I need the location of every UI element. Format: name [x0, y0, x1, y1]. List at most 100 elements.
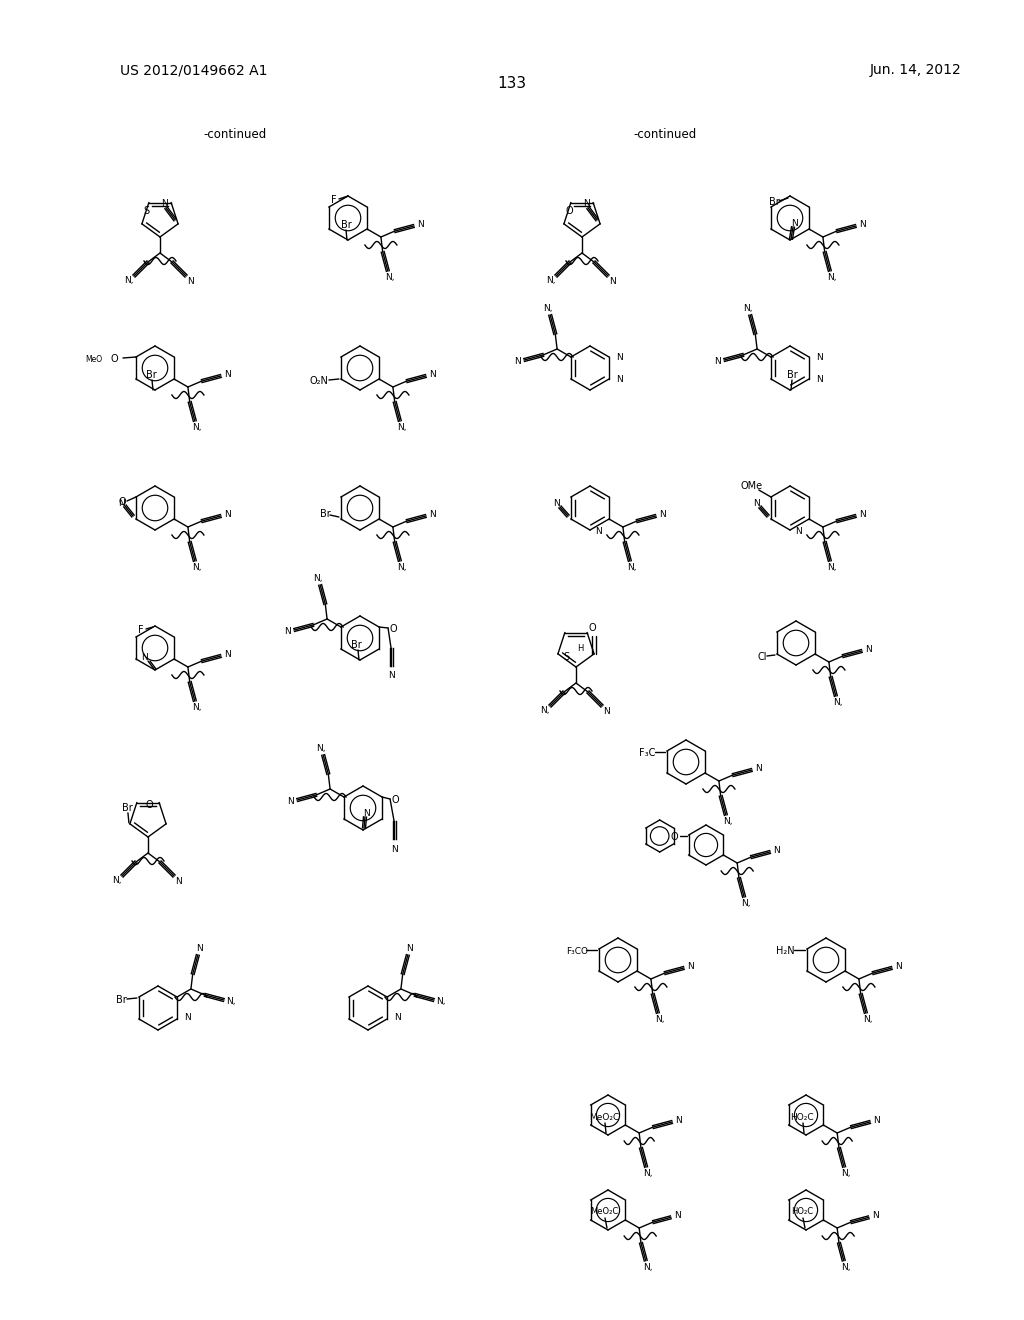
Text: N,: N, — [643, 1170, 652, 1179]
Text: Br: Br — [786, 370, 798, 380]
Text: N: N — [224, 510, 231, 519]
Text: N: N — [816, 375, 822, 384]
Text: N,: N, — [191, 704, 202, 713]
Text: N: N — [754, 499, 761, 507]
Text: N: N — [407, 944, 413, 953]
Text: O: O — [565, 206, 572, 215]
Text: N: N — [674, 1210, 681, 1220]
Text: Br: Br — [122, 803, 132, 813]
Text: N: N — [816, 352, 822, 362]
Text: N,: N, — [643, 1263, 652, 1272]
Text: N: N — [714, 358, 721, 367]
Text: N: N — [603, 706, 610, 715]
Text: Br: Br — [341, 220, 351, 230]
Text: N,: N, — [385, 273, 394, 282]
Text: N: N — [224, 370, 231, 379]
Text: N: N — [659, 510, 666, 519]
Text: N,: N, — [833, 698, 843, 708]
Text: MeO: MeO — [85, 355, 102, 363]
Text: N: N — [362, 808, 370, 817]
Text: N: N — [141, 653, 148, 663]
Text: N: N — [183, 1012, 190, 1022]
Text: N: N — [197, 944, 203, 953]
Text: N: N — [161, 199, 168, 209]
Text: N,: N, — [541, 706, 550, 715]
Text: N,: N, — [741, 899, 751, 908]
Text: N,: N, — [723, 817, 732, 826]
Text: N,: N, — [191, 424, 202, 433]
Text: N,: N, — [316, 743, 326, 752]
Text: O: O — [391, 795, 399, 805]
Text: MeO₂C: MeO₂C — [590, 1208, 618, 1217]
Text: Jun. 14, 2012: Jun. 14, 2012 — [870, 63, 962, 77]
Text: N: N — [615, 375, 623, 384]
Text: -continued: -continued — [634, 128, 696, 141]
Text: F: F — [138, 624, 143, 635]
Text: Br: Br — [116, 995, 126, 1005]
Text: N: N — [176, 876, 182, 886]
Text: H₂N: H₂N — [775, 946, 795, 956]
Text: O: O — [588, 623, 596, 632]
Text: N: N — [676, 1115, 682, 1125]
Text: N,: N, — [655, 1015, 665, 1024]
Text: N,: N, — [863, 1015, 872, 1024]
Text: MeO₂C: MeO₂C — [589, 1113, 620, 1122]
Text: N,: N, — [827, 564, 837, 573]
Text: OMe: OMe — [740, 480, 763, 491]
Text: N: N — [615, 352, 623, 362]
Text: N: N — [756, 764, 762, 772]
Text: N: N — [429, 370, 436, 379]
Text: N,: N, — [841, 1263, 850, 1272]
Text: N,: N, — [544, 304, 553, 313]
Text: O: O — [671, 832, 679, 842]
Text: 133: 133 — [498, 75, 526, 91]
Text: N,: N, — [397, 424, 407, 433]
Text: N: N — [119, 499, 125, 507]
Text: N: N — [187, 276, 195, 285]
Text: N,: N, — [313, 574, 324, 582]
Text: N: N — [796, 528, 803, 536]
Text: N,: N, — [397, 564, 407, 573]
Text: N,: N, — [546, 276, 556, 285]
Text: Br: Br — [319, 510, 331, 519]
Text: N,: N, — [113, 876, 122, 886]
Text: Cl: Cl — [757, 652, 767, 663]
Text: O: O — [389, 624, 397, 634]
Text: N,: N, — [827, 273, 837, 282]
Text: N: N — [583, 199, 590, 209]
Text: N,: N, — [124, 276, 134, 285]
Text: H: H — [577, 644, 584, 653]
Text: N,: N, — [627, 564, 636, 573]
Text: N: N — [596, 528, 602, 536]
Text: N: N — [284, 627, 291, 636]
Text: Br: Br — [350, 640, 361, 649]
Text: HO₂C: HO₂C — [791, 1208, 813, 1217]
Text: F: F — [331, 195, 337, 205]
Text: N: N — [388, 672, 394, 681]
Text: N: N — [687, 962, 694, 970]
Text: Br: Br — [145, 370, 157, 380]
Text: N: N — [773, 846, 780, 854]
Text: S: S — [564, 652, 570, 661]
Text: N: N — [859, 510, 866, 519]
Text: N: N — [895, 962, 902, 970]
Text: N: N — [393, 1012, 400, 1022]
Text: N: N — [873, 1115, 881, 1125]
Text: N,: N, — [191, 564, 202, 573]
Text: N: N — [791, 219, 798, 227]
Text: N,: N, — [436, 998, 445, 1006]
Text: F₃CO: F₃CO — [566, 946, 588, 956]
Text: N,: N, — [743, 304, 753, 313]
Text: S: S — [143, 206, 150, 215]
Text: O: O — [145, 800, 153, 809]
Text: N: N — [859, 219, 866, 228]
Text: N: N — [429, 510, 436, 519]
Text: O₂N: O₂N — [309, 376, 329, 385]
Text: US 2012/0149662 A1: US 2012/0149662 A1 — [120, 63, 267, 77]
Text: N: N — [391, 845, 397, 854]
Text: HO₂C: HO₂C — [791, 1113, 814, 1122]
Text: N: N — [872, 1210, 879, 1220]
Text: -continued: -continued — [204, 128, 266, 141]
Text: N: N — [865, 644, 872, 653]
Text: N: N — [287, 797, 294, 807]
